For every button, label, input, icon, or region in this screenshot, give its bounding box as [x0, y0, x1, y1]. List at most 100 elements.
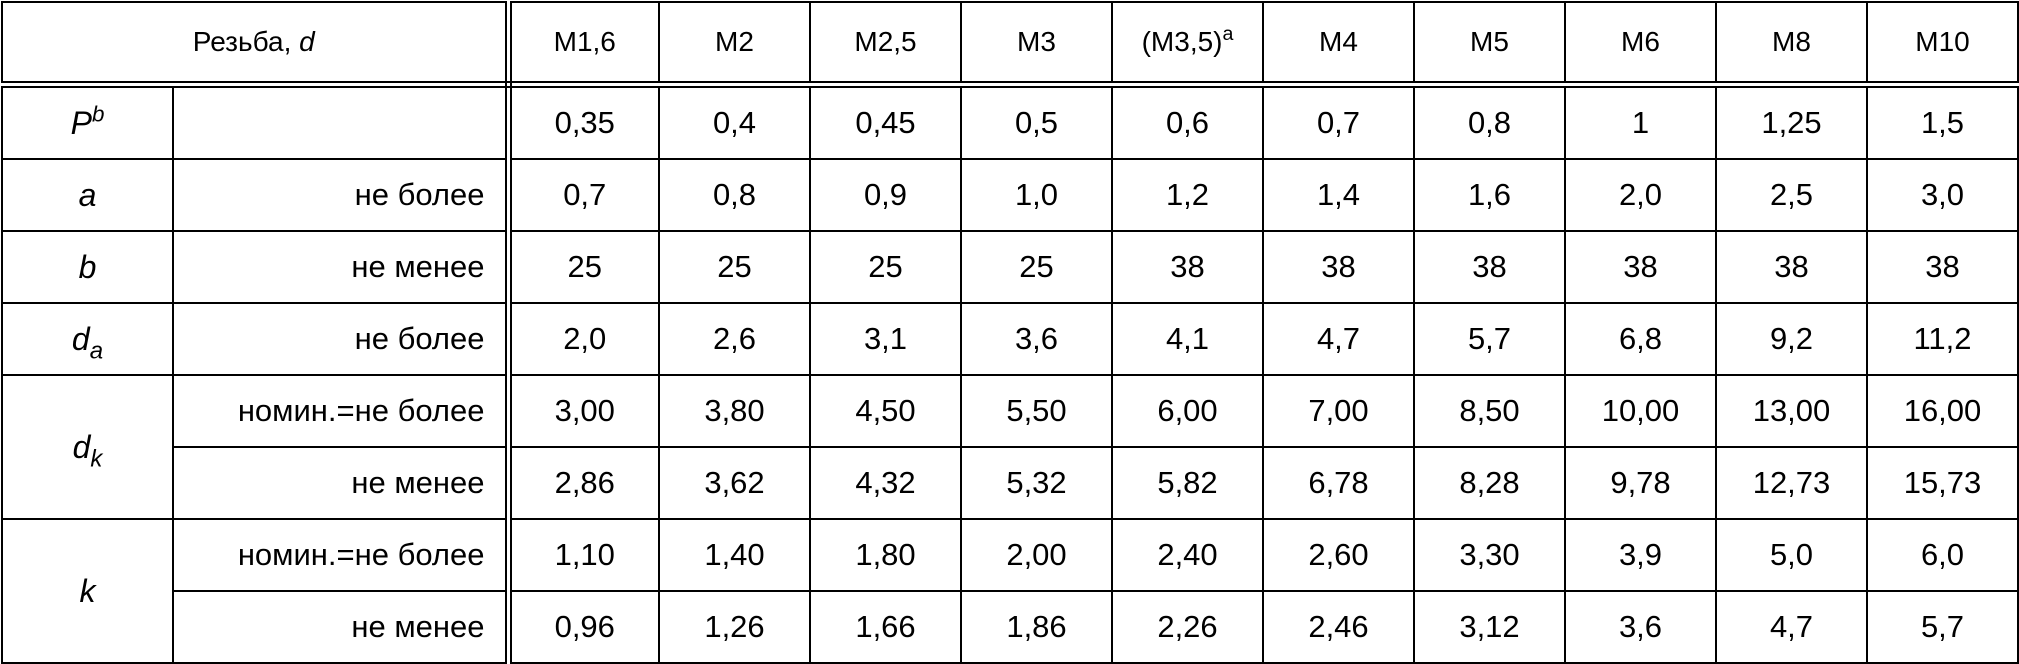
value-cell: 5,32	[960, 446, 1113, 520]
value-cell: 1,4	[1262, 158, 1415, 232]
value-cell: 2,0	[507, 302, 660, 376]
size-header: (M3,5)a	[1111, 1, 1264, 88]
value-cell: 6,0	[1866, 518, 2019, 592]
value-cell: 6,8	[1564, 302, 1717, 376]
condition: не менее	[351, 249, 485, 284]
size-header: M4	[1262, 1, 1415, 88]
condition-cell: номин.=не более	[172, 518, 512, 592]
condition: номин.=не более	[237, 537, 485, 572]
data-row: не менее 0,96 1,26 1,66 1,86 2,26 2,46 3,12 3,6 4…	[2, 590, 2019, 664]
value-cell: 5,7	[1413, 302, 1566, 376]
value-cell: 7,00	[1262, 374, 1415, 448]
value-cell: 2,00	[960, 518, 1113, 592]
value-cell: 1,25	[1715, 83, 1868, 160]
value-cell: 0,8	[658, 158, 811, 232]
value-cell: 1,86	[960, 590, 1113, 664]
value-cell: 25	[507, 230, 660, 304]
symbol-cell: Pb	[1, 83, 174, 160]
value-cell: 25	[658, 230, 811, 304]
symbol-subscript: a	[89, 336, 104, 364]
condition: номин.=не более	[237, 393, 485, 428]
value-cell: 2,86	[507, 446, 660, 520]
value-cell: 2,6	[658, 302, 811, 376]
value-cell: 0,7	[1262, 83, 1415, 160]
size-label: M2,5	[854, 26, 917, 57]
value-cell: 0,9	[809, 158, 962, 232]
value-cell: 3,6	[1564, 590, 1717, 664]
value-cell: 1,5	[1866, 83, 2019, 160]
footnote-mark: b	[91, 101, 105, 127]
value-cell: 3,80	[658, 374, 811, 448]
value-cell: 9,78	[1564, 446, 1717, 520]
value-cell: 5,0	[1715, 518, 1868, 592]
value-cell: 38	[1262, 230, 1415, 304]
condition: не менее	[351, 609, 485, 644]
symbol: d	[71, 320, 90, 357]
symbol-cell: k	[1, 518, 174, 664]
symbol: a	[78, 176, 97, 213]
symbol: k	[79, 572, 96, 609]
size-header: M3	[960, 1, 1113, 88]
value-cell: 38	[1564, 230, 1717, 304]
symbol-cell: a	[1, 158, 174, 232]
value-cell: 3,00	[507, 374, 660, 448]
value-cell: 0,35	[507, 83, 660, 160]
data-row: a не более 0,7 0,8 0,9 1,0 1,2 1,4 1,6 2,0 2,5 3,0	[1, 158, 2019, 232]
value-cell: 3,9	[1564, 518, 1717, 592]
condition-cell: номин.=не более	[172, 374, 512, 448]
value-cell: 2,0	[1564, 158, 1717, 232]
size-label: M4	[1319, 26, 1358, 57]
value-cell: 25	[809, 230, 962, 304]
value-cell: 38	[1413, 230, 1566, 304]
value-cell: 5,7	[1866, 590, 2019, 664]
value-cell: 3,1	[809, 302, 962, 376]
value-cell: 3,30	[1413, 518, 1566, 592]
condition-cell	[172, 83, 512, 160]
symbol-cell: dk	[1, 374, 174, 520]
size-label: M2	[715, 26, 754, 57]
value-cell: 13,00	[1715, 374, 1868, 448]
value-cell: 4,32	[809, 446, 962, 520]
size-label: M8	[1772, 26, 1811, 57]
value-cell: 38	[1866, 230, 2019, 304]
condition-cell: не менее	[172, 590, 512, 664]
size-header: M1,6	[507, 1, 660, 88]
value-cell: 2,60	[1262, 518, 1415, 592]
value-cell: 1,2	[1111, 158, 1264, 232]
condition: не более	[354, 177, 485, 212]
value-cell: 12,73	[1715, 446, 1868, 520]
size-header: M6	[1564, 1, 1717, 88]
value-cell: 1,40	[658, 518, 811, 592]
value-cell: 4,1	[1111, 302, 1264, 376]
value-cell: 1,66	[809, 590, 962, 664]
value-cell: 6,78	[1262, 446, 1415, 520]
condition-cell: не более	[172, 158, 512, 232]
condition-cell: не менее	[172, 230, 512, 304]
value-cell: 25	[960, 230, 1113, 304]
data-row: k номин.=не более 1,10 1,40 1,80 2,00 2,40 2,60…	[1, 518, 2019, 664]
value-cell: 4,7	[1715, 590, 1868, 664]
thread-header: Резьба, d	[1, 1, 512, 88]
value-cell: 2,26	[1111, 590, 1264, 664]
value-cell: 4,50	[809, 374, 962, 448]
symbol-cell: da	[1, 302, 174, 376]
value-cell: 5,82	[1111, 446, 1264, 520]
value-cell: 16,00	[1866, 374, 2019, 448]
size-header: M5	[1413, 1, 1566, 88]
value-cell: 2,46	[1262, 590, 1415, 664]
value-cell: 38	[1715, 230, 1868, 304]
value-cell: 10,00	[1564, 374, 1717, 448]
value-cell: 0,8	[1413, 83, 1566, 160]
value-cell: 1,26	[658, 590, 811, 664]
value-cell: 15,73	[1866, 446, 2019, 520]
value-cell: 38	[1111, 230, 1264, 304]
value-cell: 1,6	[1413, 158, 1566, 232]
size-header: M2	[658, 1, 811, 88]
value-cell: 2,40	[1111, 518, 1264, 592]
value-cell: 1	[1564, 83, 1717, 160]
symbol-cell: b	[1, 230, 174, 304]
size-label: M6	[1621, 26, 1660, 57]
data-row: dk номин.=не более 3,00 3,80 4,50 5,50 6,00 7,0…	[1, 374, 2019, 520]
